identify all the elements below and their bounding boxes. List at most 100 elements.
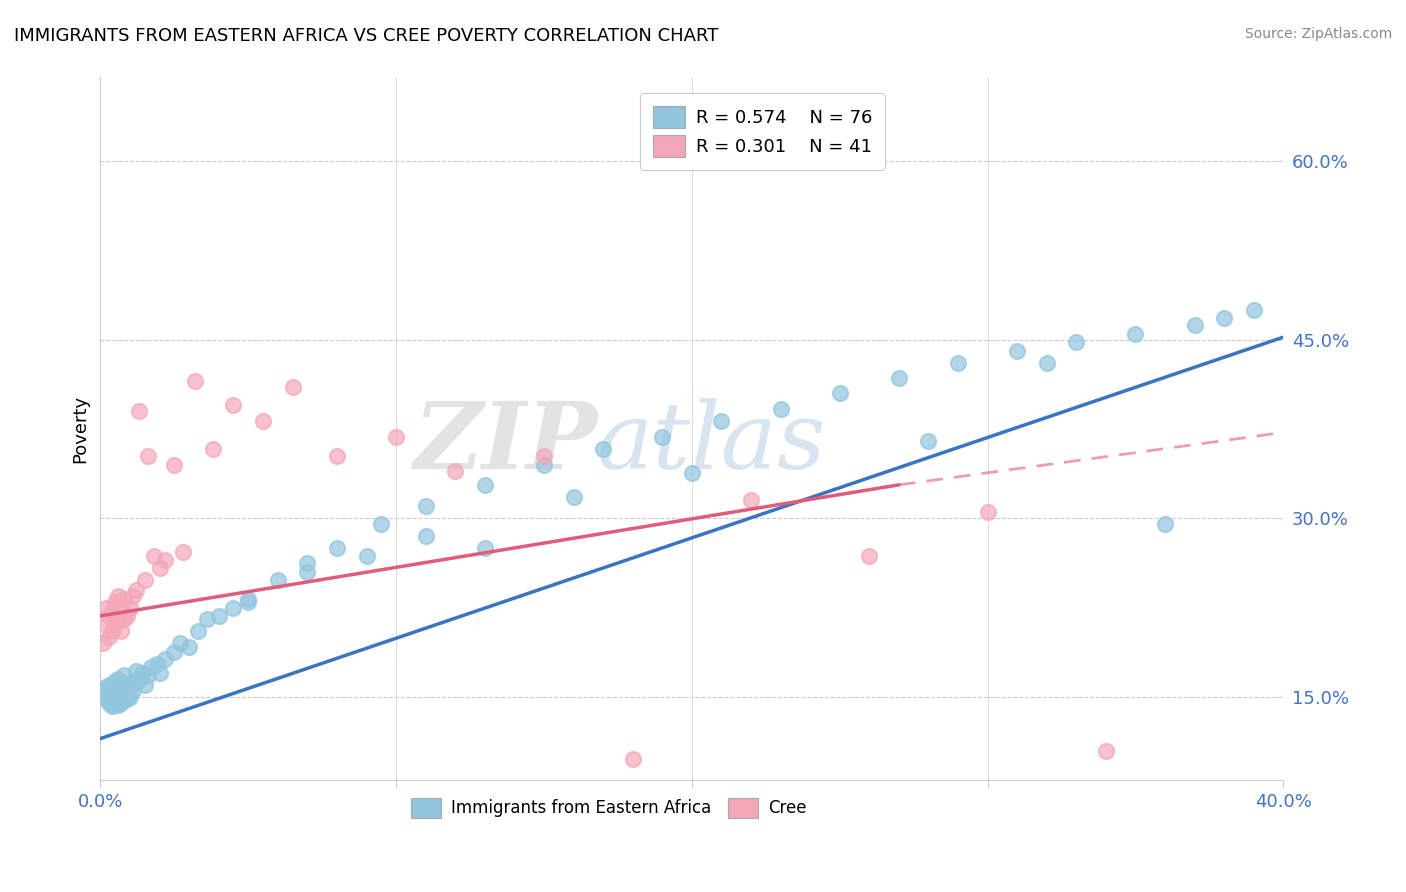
Point	[104, 618, 127, 632]
Point	[101, 699, 124, 714]
Point	[858, 549, 880, 564]
Point	[222, 398, 245, 412]
Point	[917, 434, 939, 448]
Point	[1066, 334, 1088, 349]
Y-axis label: Poverty: Poverty	[72, 395, 89, 463]
Point	[201, 442, 224, 457]
Point	[681, 466, 703, 480]
Point	[107, 698, 129, 713]
Text: IMMIGRANTS FROM EASTERN AFRICA VS CREE POVERTY CORRELATION CHART: IMMIGRANTS FROM EASTERN AFRICA VS CREE P…	[14, 27, 718, 45]
Point	[238, 592, 260, 607]
Point	[1243, 302, 1265, 317]
Point	[134, 678, 156, 692]
Point	[238, 594, 260, 608]
Point	[474, 478, 496, 492]
Point	[115, 692, 138, 706]
Point	[769, 401, 792, 416]
Point	[122, 684, 145, 698]
Point	[177, 640, 200, 654]
Point	[128, 672, 150, 686]
Point	[112, 684, 135, 698]
Point	[142, 549, 165, 564]
Point	[946, 356, 969, 370]
Point	[104, 594, 127, 608]
Point	[1005, 344, 1028, 359]
Point	[1154, 517, 1177, 532]
Point	[91, 684, 114, 698]
Point	[828, 386, 851, 401]
Point	[1184, 318, 1206, 333]
Text: Source: ZipAtlas.com: Source: ZipAtlas.com	[1244, 27, 1392, 41]
Point	[184, 374, 207, 388]
Point	[887, 370, 910, 384]
Point	[592, 442, 614, 457]
Point	[115, 608, 138, 623]
Point	[562, 490, 585, 504]
Point	[112, 592, 135, 607]
Point	[104, 692, 127, 706]
Point	[98, 696, 121, 710]
Point	[110, 624, 132, 639]
Point	[155, 553, 177, 567]
Point	[976, 505, 998, 519]
Point	[118, 675, 141, 690]
Point	[104, 698, 127, 713]
Text: atlas: atlas	[598, 398, 827, 488]
Point	[98, 631, 121, 645]
Point	[1095, 743, 1118, 757]
Point	[107, 589, 129, 603]
Point	[148, 666, 170, 681]
Point	[104, 684, 127, 698]
Point	[356, 549, 378, 564]
Point	[155, 652, 177, 666]
Point	[533, 450, 555, 464]
Point	[101, 624, 124, 639]
Point	[104, 674, 127, 689]
Text: ZIP: ZIP	[413, 398, 598, 488]
Point	[415, 500, 437, 514]
Point	[651, 430, 673, 444]
Point	[101, 681, 124, 695]
Point	[326, 450, 349, 464]
Point	[222, 600, 245, 615]
Point	[96, 692, 118, 706]
Point	[1125, 326, 1147, 341]
Point	[145, 657, 167, 671]
Point	[125, 664, 148, 678]
Point	[98, 678, 121, 692]
Point	[101, 604, 124, 618]
Point	[444, 464, 467, 478]
Point	[163, 458, 186, 472]
Point	[107, 690, 129, 704]
Point	[1213, 311, 1236, 326]
Point	[125, 675, 148, 690]
Point	[267, 573, 290, 587]
Point	[98, 688, 121, 702]
Point	[96, 681, 118, 695]
Point	[326, 541, 349, 555]
Point	[139, 660, 162, 674]
Point	[122, 589, 145, 603]
Point	[208, 608, 231, 623]
Point	[297, 565, 319, 579]
Point	[385, 430, 408, 444]
Point	[110, 688, 132, 702]
Point	[131, 666, 153, 681]
Point	[107, 681, 129, 695]
Point	[98, 608, 121, 623]
Point	[1035, 356, 1057, 370]
Point	[112, 668, 135, 682]
Point	[533, 458, 555, 472]
Point	[710, 413, 733, 427]
Point	[110, 696, 132, 710]
Point	[134, 573, 156, 587]
Point	[172, 544, 194, 558]
Point	[112, 612, 135, 626]
Point	[96, 618, 118, 632]
Point	[621, 752, 644, 766]
Point	[297, 557, 319, 571]
Point	[115, 681, 138, 695]
Point	[91, 636, 114, 650]
Point	[148, 561, 170, 575]
Point	[136, 668, 159, 682]
